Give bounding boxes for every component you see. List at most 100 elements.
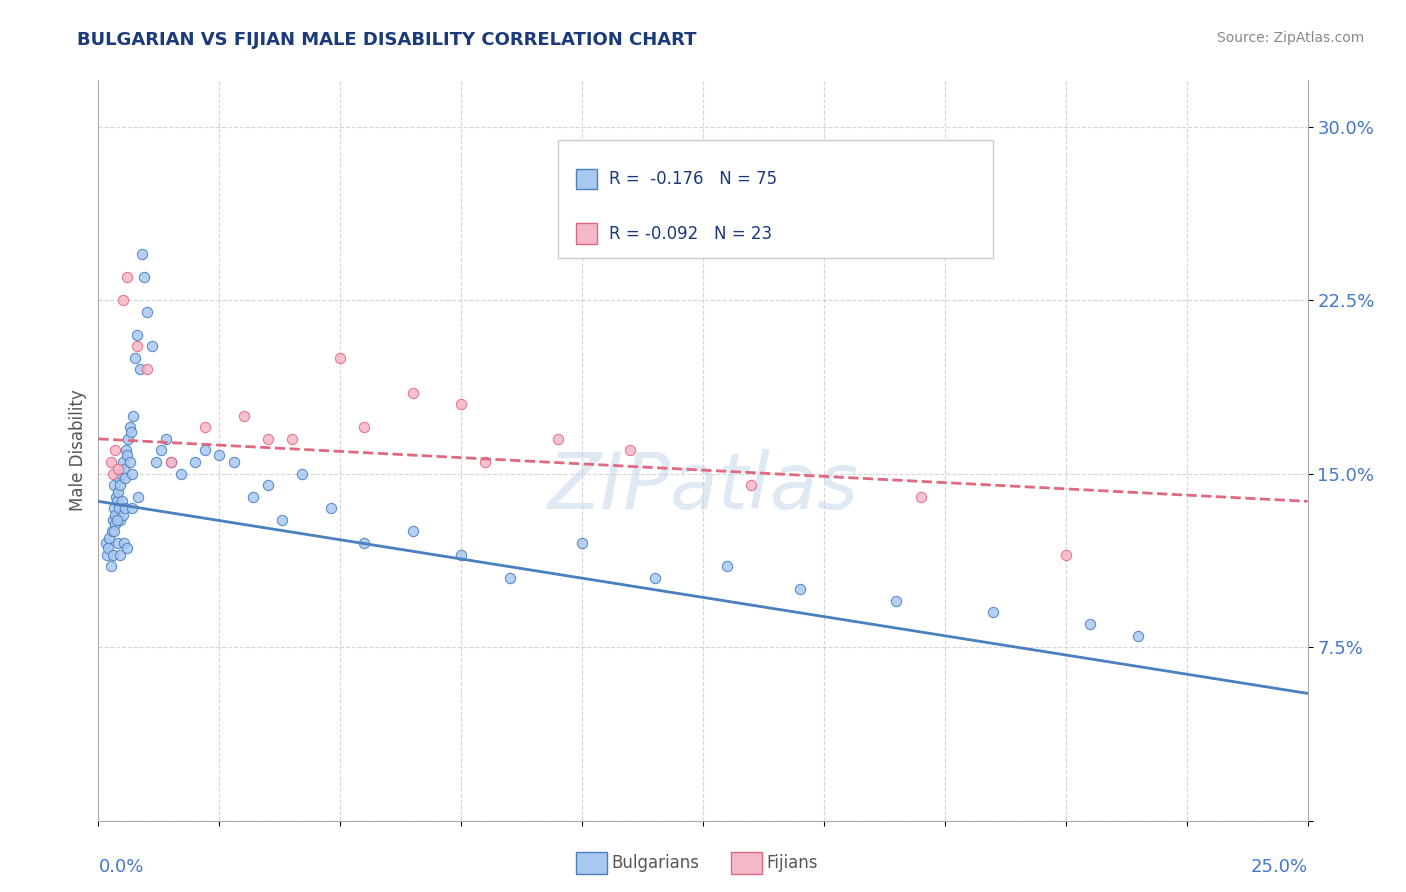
Point xyxy=(96,548,118,562)
Point xyxy=(124,351,146,365)
Point xyxy=(256,478,278,492)
Point xyxy=(105,494,128,508)
Bar xyxy=(576,223,598,244)
Point xyxy=(329,351,352,365)
Point xyxy=(141,339,163,353)
Point xyxy=(450,397,472,411)
Point xyxy=(107,501,129,516)
Point xyxy=(1078,617,1101,632)
Point xyxy=(104,443,127,458)
Text: BULGARIAN VS FIJIAN MALE DISABILITY CORRELATION CHART: BULGARIAN VS FIJIAN MALE DISABILITY CORR… xyxy=(77,31,697,49)
Point xyxy=(160,455,183,469)
Point xyxy=(104,508,127,523)
Point xyxy=(981,606,1004,620)
Point xyxy=(184,455,207,469)
Bar xyxy=(576,169,598,189)
Point xyxy=(120,425,142,439)
Point xyxy=(104,517,127,532)
Point xyxy=(107,536,129,550)
Point xyxy=(208,448,231,462)
Text: Bulgarians: Bulgarians xyxy=(612,855,700,872)
Bar xyxy=(558,139,993,258)
Point xyxy=(94,536,117,550)
Point xyxy=(117,432,139,446)
Point xyxy=(103,478,125,492)
Point xyxy=(114,501,136,516)
Point xyxy=(194,443,217,458)
Y-axis label: Male Disability: Male Disability xyxy=(69,390,87,511)
Point xyxy=(789,582,811,597)
Point xyxy=(242,490,264,504)
Point xyxy=(103,524,125,539)
Point xyxy=(114,471,136,485)
Point xyxy=(97,541,120,555)
Point xyxy=(111,508,134,523)
Point xyxy=(101,524,124,539)
Point xyxy=(108,513,131,527)
Point xyxy=(128,362,150,376)
Point xyxy=(150,443,173,458)
Point xyxy=(290,467,312,481)
Point xyxy=(101,513,124,527)
Point xyxy=(232,409,254,423)
Point xyxy=(353,536,375,550)
Point xyxy=(107,485,129,500)
Point xyxy=(112,462,135,476)
Point xyxy=(194,420,217,434)
Text: Fijians: Fijians xyxy=(766,855,818,872)
Point xyxy=(118,420,141,434)
Point xyxy=(547,432,569,446)
Text: 0.0%: 0.0% xyxy=(98,858,143,876)
Point xyxy=(105,513,128,527)
Point xyxy=(127,490,149,504)
Point xyxy=(121,467,143,481)
Text: R = -0.092   N = 23: R = -0.092 N = 23 xyxy=(609,225,772,243)
Point xyxy=(98,532,121,546)
Point xyxy=(1054,548,1077,562)
Point xyxy=(134,269,156,284)
Point xyxy=(117,541,139,555)
Text: 25.0%: 25.0% xyxy=(1250,858,1308,876)
Point xyxy=(319,501,342,516)
Point xyxy=(105,490,128,504)
Point xyxy=(108,478,131,492)
Point xyxy=(256,432,278,446)
Point xyxy=(910,490,932,504)
Point xyxy=(740,478,762,492)
Point xyxy=(108,548,131,562)
Point xyxy=(101,548,124,562)
Point xyxy=(402,524,425,539)
Text: Source: ZipAtlas.com: Source: ZipAtlas.com xyxy=(1216,31,1364,45)
Point xyxy=(117,269,139,284)
Text: ZIPatlas: ZIPatlas xyxy=(547,450,859,525)
Point xyxy=(886,594,908,608)
Point xyxy=(103,501,125,516)
Point xyxy=(1128,628,1150,642)
Point xyxy=(118,455,141,469)
Point xyxy=(127,339,149,353)
Point xyxy=(155,432,177,446)
Point xyxy=(135,362,157,376)
Point xyxy=(110,467,132,481)
Point xyxy=(101,467,124,481)
Point xyxy=(619,443,641,458)
Point xyxy=(498,571,520,585)
Point xyxy=(402,385,425,400)
Point xyxy=(111,455,134,469)
Point xyxy=(122,409,145,423)
Point xyxy=(121,501,143,516)
Point xyxy=(127,327,149,342)
Point xyxy=(450,548,472,562)
Point xyxy=(222,455,245,469)
Point xyxy=(353,420,375,434)
Point xyxy=(100,559,122,574)
Point xyxy=(169,467,191,481)
Point xyxy=(716,559,738,574)
Point xyxy=(131,247,153,261)
Point xyxy=(160,455,183,469)
Point xyxy=(271,513,294,527)
Point xyxy=(107,462,129,476)
Point xyxy=(145,455,167,469)
Point xyxy=(111,293,134,307)
Point xyxy=(100,455,122,469)
